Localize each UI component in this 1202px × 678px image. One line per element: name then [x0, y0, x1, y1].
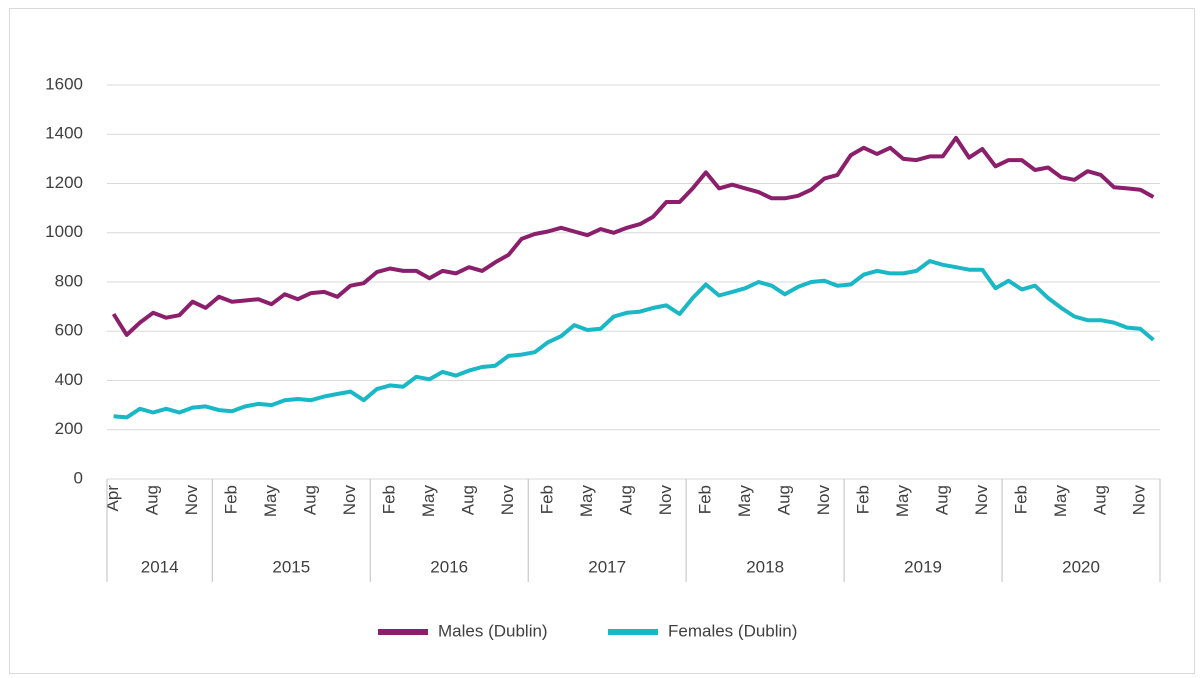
x-tick-label: Nov [340, 485, 359, 516]
y-tick-label: 400 [55, 370, 83, 389]
x-tick-label: Feb [379, 485, 398, 514]
x-tick-label: Nov [814, 485, 833, 516]
year-label: 2016 [430, 557, 468, 576]
year-label: 2017 [588, 557, 626, 576]
x-tick-label: Aug [774, 485, 793, 515]
x-tick-label: Feb [1011, 485, 1030, 514]
legend-label: Males (Dublin) [438, 621, 548, 640]
x-tick-label: Aug [458, 485, 477, 515]
x-tick-label: May [893, 485, 912, 518]
x-tick-label: Aug [143, 485, 162, 515]
y-tick-label: 600 [55, 321, 83, 340]
x-tick-label: Nov [972, 485, 991, 516]
x-tick-label: Aug [616, 485, 635, 515]
x-tick-label: Apr [103, 485, 122, 512]
x-tick-label: May [261, 485, 280, 518]
chart-frame [9, 8, 1195, 674]
y-tick-label: 200 [55, 419, 83, 438]
y-tick-label: 1600 [45, 74, 83, 93]
year-label: 2020 [1062, 557, 1100, 576]
x-tick-label: May [419, 485, 438, 518]
y-tick-label: 1400 [45, 124, 83, 143]
x-tick-label: Nov [498, 485, 517, 516]
x-tick-label: Feb [853, 485, 872, 514]
year-label: 2015 [272, 557, 310, 576]
y-tick-label: 0 [74, 468, 83, 487]
y-tick-label: 1200 [45, 173, 83, 192]
y-tick-label: 800 [55, 271, 83, 290]
year-label: 2019 [904, 557, 942, 576]
x-tick-label: Feb [222, 485, 241, 514]
series-line [113, 259, 1155, 420]
legend-label: Females (Dublin) [668, 621, 797, 640]
series-line [111, 135, 1155, 337]
x-tick-label: May [577, 485, 596, 518]
x-tick-label: May [1051, 485, 1070, 518]
x-tick-label: Feb [537, 485, 556, 514]
y-tick-label: 1000 [45, 222, 83, 241]
x-tick-label: Nov [656, 485, 675, 516]
year-label: 2014 [141, 557, 179, 576]
x-tick-label: Aug [932, 485, 951, 515]
x-tick-label: May [735, 485, 754, 518]
year-label: 2018 [746, 557, 784, 576]
x-tick-label: Aug [1090, 485, 1109, 515]
x-tick-label: Nov [1130, 485, 1149, 516]
x-tick-label: Aug [301, 485, 320, 515]
x-tick-label: Feb [695, 485, 714, 514]
x-tick-label: Nov [182, 485, 201, 516]
